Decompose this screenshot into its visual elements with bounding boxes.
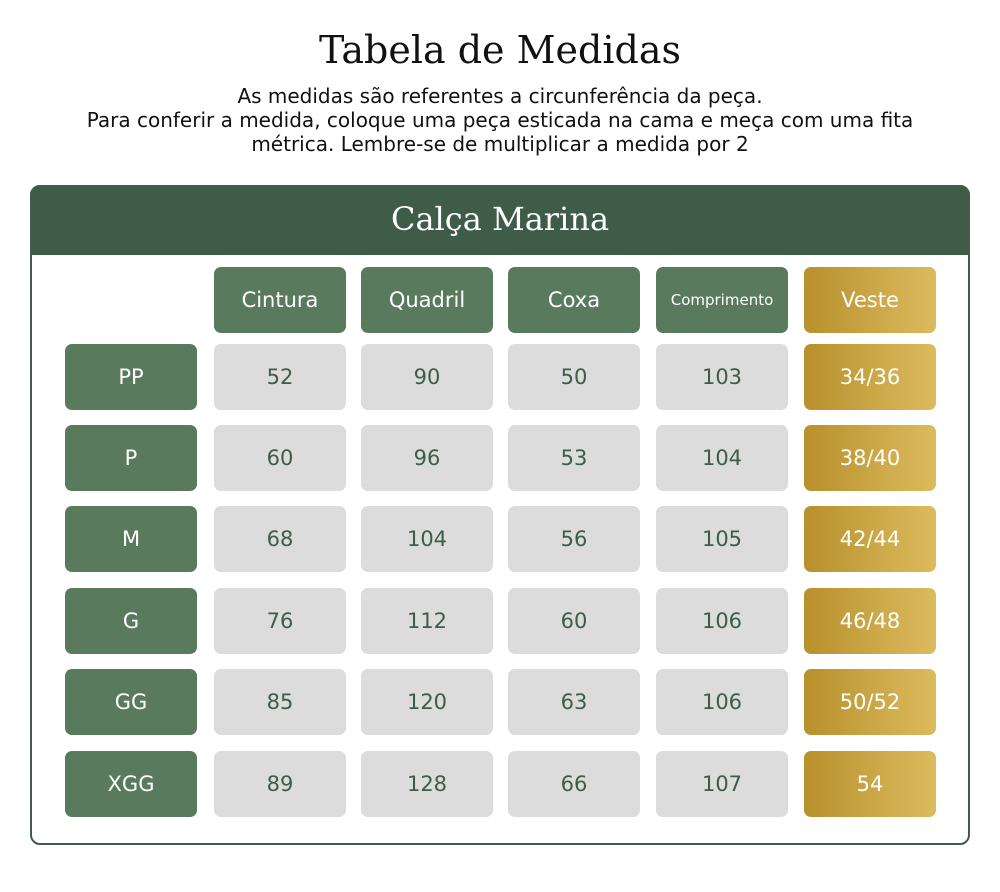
measure-cell: 76 (214, 588, 346, 654)
measure-cell: 89 (214, 751, 346, 817)
measure-cell: 104 (656, 425, 788, 491)
size-label: GG (65, 669, 197, 735)
measure-cell: 54 (804, 751, 936, 817)
page-title: Tabela de Medidas (318, 28, 681, 72)
measure-cell: 106 (656, 588, 788, 654)
size-label: M (65, 506, 197, 572)
size-label: XGG (65, 751, 197, 817)
measure-cell: 90 (361, 344, 493, 410)
measure-cell: 52 (214, 344, 346, 410)
measure-cell: 42/44 (804, 506, 936, 572)
measure-cell: 104 (361, 506, 493, 572)
column-header: Comprimento (656, 267, 788, 333)
size-label: PP (65, 344, 197, 410)
subtitle-line: Para conferir a medida, coloque uma peça… (86, 108, 914, 132)
measure-cell: 106 (656, 669, 788, 735)
measure-cell: 107 (656, 751, 788, 817)
measure-cell: 128 (361, 751, 493, 817)
subtitle-line: As medidas são referentes a circunferênc… (237, 84, 763, 108)
column-header: Coxa (508, 267, 640, 333)
column-header: Cintura (214, 267, 346, 333)
column-header: Quadril (361, 267, 493, 333)
measure-cell: 56 (508, 506, 640, 572)
table-header-band (30, 185, 970, 255)
size-label: G (65, 588, 197, 654)
measure-cell: 120 (361, 669, 493, 735)
measure-cell: 105 (656, 506, 788, 572)
measure-cell: 34/36 (804, 344, 936, 410)
measure-cell: 53 (508, 425, 640, 491)
measure-cell: 112 (361, 588, 493, 654)
table-title: Calça Marina (390, 200, 610, 238)
measure-cell: 63 (508, 669, 640, 735)
measure-cell: 60 (508, 588, 640, 654)
measure-cell: 60 (214, 425, 346, 491)
measure-cell: 50/52 (804, 669, 936, 735)
measure-cell: 50 (508, 344, 640, 410)
measure-cell: 103 (656, 344, 788, 410)
measure-cell: 66 (508, 751, 640, 817)
measure-cell: 46/48 (804, 588, 936, 654)
size-label: P (65, 425, 197, 491)
column-header: Veste (804, 267, 936, 333)
subtitle-line: métrica. Lembre-se de multiplicar a medi… (251, 132, 749, 156)
measure-cell: 96 (361, 425, 493, 491)
measure-cell: 85 (214, 669, 346, 735)
measure-cell: 38/40 (804, 425, 936, 491)
measure-cell: 68 (214, 506, 346, 572)
